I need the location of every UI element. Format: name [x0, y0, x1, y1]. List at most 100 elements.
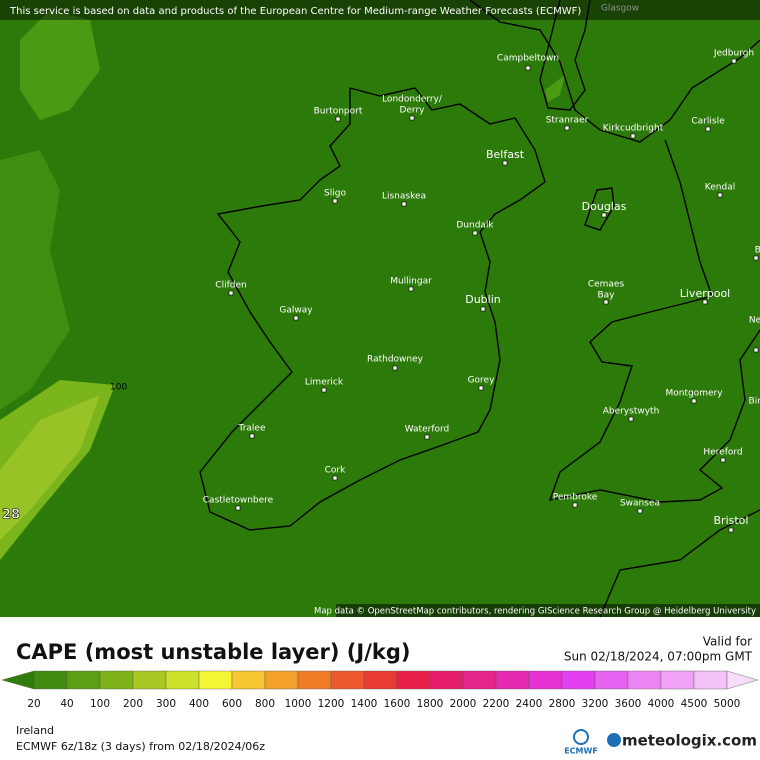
- place-dot: [731, 58, 737, 64]
- devon-coast: [599, 509, 760, 618]
- cape-area: [545, 75, 565, 102]
- place-dot: [235, 505, 241, 511]
- place-dot: [702, 299, 708, 305]
- place-label: Kendal: [705, 183, 735, 193]
- scale-label: 800: [255, 698, 275, 710]
- place-label: Londonderry/: [382, 95, 443, 105]
- scale-swatch: [528, 670, 563, 690]
- place-label: Glasgow: [601, 4, 639, 14]
- place-dot: [472, 230, 478, 236]
- place-dot: [321, 387, 327, 393]
- valid-time: Sun 02/18/2024, 07:00pm GMT: [564, 650, 753, 664]
- scale-label: 1000: [285, 698, 312, 710]
- isle-of-man-coast: [584, 187, 615, 231]
- place-label: Rathdowney: [367, 355, 424, 365]
- place-label: Carlisle: [691, 117, 725, 127]
- place-label: Burnley: [755, 246, 760, 256]
- scale-swatch: [495, 670, 530, 690]
- place-label: Lisnaskea: [382, 192, 426, 202]
- scale-swatch: [1, 670, 35, 690]
- cape-area: [20, 10, 100, 120]
- scale-swatch: [99, 670, 134, 690]
- scale-label: 2400: [516, 698, 543, 710]
- place-dot: [480, 306, 486, 312]
- scale-label: 1600: [384, 698, 411, 710]
- brand-icon[interactable]: [607, 733, 621, 747]
- scale-swatch: [330, 670, 365, 690]
- scale-swatch: [396, 670, 431, 690]
- scale-label: 4000: [648, 698, 675, 710]
- contour-label: 100: [110, 383, 127, 393]
- place-label: Waterford: [405, 425, 450, 435]
- scale-label: 40: [60, 698, 73, 710]
- place-label: Sligo: [324, 189, 346, 199]
- scale-swatch: [429, 670, 464, 690]
- attribution-bar: [336, 604, 760, 617]
- scale-label: 20: [27, 698, 40, 710]
- place-label: Cemaes: [588, 280, 625, 290]
- place-label: Castletownbere: [203, 496, 274, 506]
- place-dot: [630, 133, 636, 139]
- place-dot: [525, 65, 531, 71]
- place-dot: [601, 212, 607, 218]
- place-label: Douglas: [582, 200, 627, 213]
- place-label: Mullingar: [390, 277, 432, 287]
- scale-swatch: [297, 670, 332, 690]
- attribution: Map data © OpenStreetMap contributors, r…: [314, 607, 756, 617]
- ecmwf-logo: ECMWF: [564, 747, 598, 756]
- place-label: Cork: [325, 466, 346, 476]
- place-label: Bristol: [714, 514, 749, 527]
- place-label: Bay: [597, 291, 615, 301]
- britain-coast: [548, 139, 760, 503]
- scale-label: 100: [90, 698, 110, 710]
- place-dot: [249, 433, 255, 439]
- map-background: [0, 0, 760, 617]
- place-dot: [572, 502, 578, 508]
- place-dot: [720, 457, 726, 463]
- scale-swatch: [627, 670, 662, 690]
- place-dot: [603, 299, 609, 305]
- place-dot: [637, 508, 643, 514]
- scale-label: 200: [123, 698, 143, 710]
- place-dot: [502, 160, 508, 166]
- place-dot: [424, 434, 430, 440]
- place-label: Liverpool: [680, 287, 730, 300]
- scale-label: 2200: [483, 698, 510, 710]
- scale-swatch: [264, 670, 299, 690]
- scale-label: 1400: [351, 698, 378, 710]
- scale-label: 1200: [318, 698, 345, 710]
- place-dot: [335, 116, 341, 122]
- places: Glasgow Jedburgh Campbeltown Burtonport Lond…: [203, 4, 760, 533]
- place-label: Montgomery: [665, 389, 723, 399]
- place-dot: [293, 315, 299, 321]
- place-label: Birmingham: [749, 397, 760, 407]
- place-dot: [705, 126, 711, 132]
- scale-label: 300: [156, 698, 176, 710]
- scale-swatch: [33, 670, 68, 690]
- scale-label: 2000: [450, 698, 477, 710]
- place-label: Tralee: [238, 424, 266, 434]
- place-label: Derry: [399, 106, 425, 116]
- place-dot: [228, 290, 234, 296]
- place-label: Clifden: [215, 281, 246, 291]
- notice-bar: [0, 0, 760, 20]
- scale-swatch: [726, 670, 759, 690]
- scale-label: 2800: [549, 698, 576, 710]
- service-notice: This service is based on data and produc…: [9, 6, 581, 17]
- brand[interactable]: meteologix.com: [622, 732, 757, 750]
- color-scale: 20 40 100 200 300 400 600 800 1000 1200 1400 1600 18…: [1, 670, 759, 710]
- scale-swatch: [363, 670, 398, 690]
- region: Ireland: [16, 724, 54, 737]
- place-label: Belfast: [486, 148, 525, 161]
- place-dot: [401, 201, 407, 207]
- place-label: Limerick: [305, 378, 344, 388]
- place-label: Campbeltown: [497, 54, 559, 64]
- place-label: Dublin: [465, 293, 501, 306]
- place-dot: [409, 115, 415, 121]
- place-dot: [691, 398, 697, 404]
- place-dot: [728, 527, 734, 533]
- place-dot: [332, 198, 338, 204]
- scale-swatch: [561, 670, 596, 690]
- coastline: [199, 0, 760, 618]
